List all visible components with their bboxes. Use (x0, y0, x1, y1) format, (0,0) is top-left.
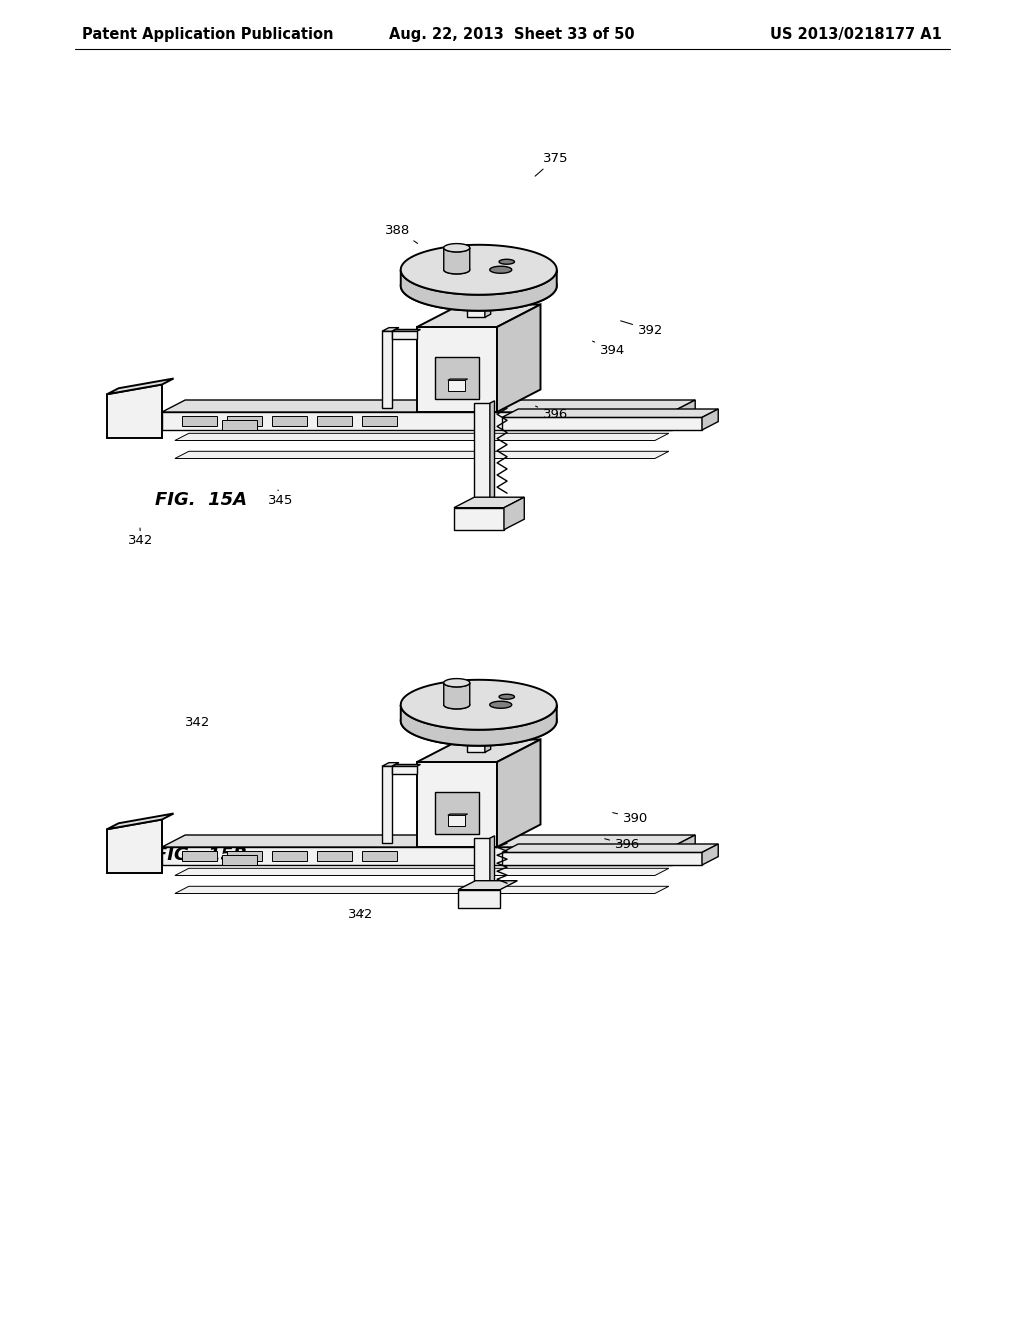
Polygon shape (382, 327, 399, 331)
Polygon shape (392, 330, 421, 331)
Polygon shape (467, 722, 484, 752)
Polygon shape (484, 284, 490, 317)
Polygon shape (434, 792, 478, 834)
Polygon shape (162, 847, 672, 865)
Text: 342: 342 (348, 908, 374, 921)
Polygon shape (499, 694, 514, 700)
Text: 390: 390 (490, 380, 515, 396)
Polygon shape (317, 851, 352, 861)
Text: 394: 394 (593, 341, 626, 356)
Polygon shape (497, 739, 541, 847)
Polygon shape (227, 416, 262, 426)
Polygon shape (162, 836, 695, 847)
Polygon shape (392, 766, 417, 775)
Polygon shape (702, 843, 718, 865)
Polygon shape (489, 401, 495, 506)
Polygon shape (443, 248, 470, 275)
Polygon shape (417, 762, 497, 847)
Polygon shape (227, 851, 262, 861)
Polygon shape (484, 719, 490, 752)
Polygon shape (222, 855, 257, 865)
Polygon shape (162, 400, 695, 412)
Polygon shape (182, 851, 217, 861)
Polygon shape (672, 400, 695, 430)
Polygon shape (447, 816, 465, 826)
Polygon shape (447, 380, 465, 391)
Polygon shape (443, 265, 470, 275)
Polygon shape (497, 305, 541, 412)
Polygon shape (499, 259, 514, 264)
Polygon shape (702, 409, 718, 430)
Polygon shape (182, 416, 217, 426)
Polygon shape (474, 403, 489, 506)
Text: 392: 392 (621, 321, 664, 337)
Polygon shape (400, 269, 557, 310)
Polygon shape (106, 384, 162, 438)
Polygon shape (392, 331, 417, 339)
Polygon shape (362, 416, 397, 426)
Polygon shape (443, 701, 470, 709)
Polygon shape (272, 851, 307, 861)
Polygon shape (362, 851, 397, 861)
Polygon shape (106, 379, 174, 395)
Text: 388: 388 (385, 223, 418, 243)
Polygon shape (417, 739, 541, 762)
Polygon shape (489, 267, 512, 273)
Polygon shape (175, 451, 669, 458)
Text: FIG.  15A: FIG. 15A (155, 491, 247, 510)
Polygon shape (454, 508, 504, 529)
Polygon shape (502, 417, 702, 430)
Polygon shape (443, 244, 470, 252)
Text: 396: 396 (536, 407, 568, 421)
Polygon shape (400, 705, 557, 746)
Polygon shape (382, 763, 399, 766)
Polygon shape (454, 498, 524, 508)
Polygon shape (175, 869, 669, 875)
Text: 375: 375 (536, 152, 568, 176)
Polygon shape (400, 696, 557, 746)
Polygon shape (175, 886, 669, 894)
Polygon shape (474, 838, 489, 888)
Polygon shape (502, 409, 718, 417)
Polygon shape (502, 843, 718, 853)
Polygon shape (417, 327, 497, 412)
Polygon shape (502, 853, 702, 865)
Polygon shape (106, 813, 174, 829)
Text: 345: 345 (268, 490, 293, 507)
Polygon shape (392, 764, 421, 766)
Polygon shape (458, 880, 517, 890)
Polygon shape (106, 820, 162, 873)
Text: Patent Application Publication: Patent Application Publication (82, 28, 334, 42)
Polygon shape (417, 305, 541, 327)
Polygon shape (382, 331, 392, 408)
Polygon shape (272, 416, 307, 426)
Polygon shape (489, 701, 512, 709)
Polygon shape (443, 682, 470, 709)
Text: US 2013/0218177 A1: US 2013/0218177 A1 (770, 28, 942, 42)
Text: FIG.  15B: FIG. 15B (155, 846, 247, 865)
Polygon shape (672, 836, 695, 865)
Polygon shape (400, 261, 557, 310)
Polygon shape (400, 680, 557, 730)
Polygon shape (443, 678, 470, 686)
Text: 390: 390 (612, 812, 648, 825)
Text: 396: 396 (605, 838, 640, 851)
Polygon shape (317, 416, 352, 426)
Polygon shape (162, 412, 672, 430)
Polygon shape (222, 420, 257, 430)
Polygon shape (504, 498, 524, 529)
Text: 345: 345 (468, 886, 494, 899)
Text: 342: 342 (128, 528, 154, 546)
Polygon shape (489, 836, 495, 888)
Polygon shape (382, 766, 392, 842)
Polygon shape (467, 288, 484, 317)
Polygon shape (400, 244, 557, 294)
Text: Aug. 22, 2013  Sheet 33 of 50: Aug. 22, 2013 Sheet 33 of 50 (389, 28, 635, 42)
Text: 342: 342 (185, 715, 210, 729)
Polygon shape (175, 433, 669, 441)
Polygon shape (434, 356, 478, 399)
Polygon shape (458, 890, 500, 908)
